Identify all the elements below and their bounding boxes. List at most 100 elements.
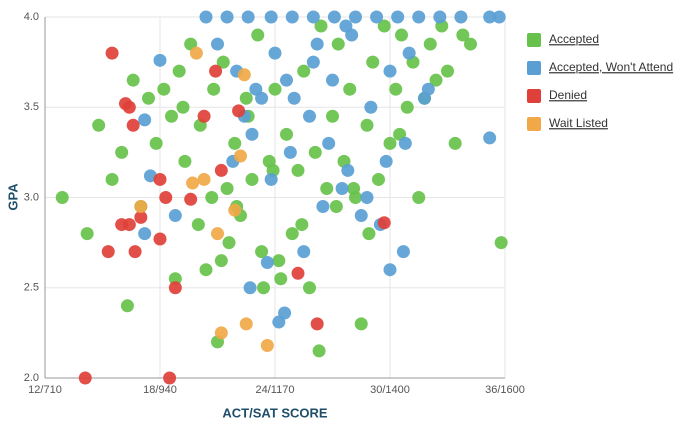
- legend-label[interactable]: Accepted: [549, 32, 599, 46]
- data-point: [222, 236, 236, 250]
- data-point: [232, 104, 246, 118]
- data-point: [199, 10, 213, 24]
- data-point: [197, 172, 211, 186]
- data-point: [327, 10, 341, 24]
- data-point: [433, 10, 447, 24]
- data-point: [239, 317, 253, 331]
- data-point: [280, 127, 293, 141]
- data-point: [454, 10, 468, 24]
- data-point: [216, 55, 230, 69]
- data-point: [165, 109, 178, 123]
- data-point: [303, 109, 316, 123]
- data-point: [308, 145, 322, 159]
- data-point: [138, 227, 152, 241]
- data-point: [115, 145, 129, 159]
- data-point: [268, 82, 282, 96]
- data-point: [105, 172, 119, 186]
- data-point: [220, 10, 234, 24]
- data-point: [186, 176, 200, 190]
- data-point: [441, 64, 454, 78]
- data-point: [234, 149, 247, 163]
- y-tick-label: 3.0: [24, 191, 39, 203]
- data-point: [257, 281, 270, 295]
- data-point: [245, 127, 259, 141]
- legend-swatch[interactable]: [527, 89, 541, 103]
- data-point: [314, 19, 328, 33]
- data-point: [92, 118, 106, 132]
- data-point: [126, 73, 140, 87]
- data-point: [429, 73, 443, 87]
- data-point: [128, 245, 142, 259]
- data-point: [264, 10, 278, 24]
- data-point: [134, 210, 148, 224]
- data-point: [326, 73, 339, 87]
- data-point: [329, 200, 343, 214]
- data-point: [272, 254, 286, 268]
- data-point: [134, 200, 148, 214]
- data-point: [377, 216, 391, 230]
- data-point: [383, 64, 397, 78]
- data-point: [362, 227, 376, 241]
- data-point: [372, 172, 385, 186]
- data-point: [280, 73, 293, 87]
- data-point: [291, 163, 305, 177]
- data-point: [122, 100, 136, 114]
- data-point: [274, 272, 288, 286]
- data-point: [122, 218, 136, 232]
- data-point: [153, 172, 167, 186]
- y-tick-label: 2.0: [24, 372, 39, 384]
- data-point: [197, 109, 211, 123]
- data-point: [306, 55, 320, 69]
- legend-swatch[interactable]: [527, 61, 541, 75]
- data-point: [354, 209, 368, 223]
- data-point: [268, 46, 282, 60]
- data-point: [483, 131, 497, 145]
- data-point: [211, 227, 224, 241]
- data-point: [306, 10, 320, 24]
- data-point: [184, 192, 198, 206]
- data-point: [260, 255, 274, 269]
- data-point: [312, 344, 326, 358]
- data-point: [237, 68, 251, 82]
- data-point: [239, 91, 253, 105]
- data-point: [326, 109, 339, 123]
- legend-swatch[interactable]: [527, 117, 541, 131]
- x-tick-label: 18/940: [143, 384, 177, 396]
- data-point: [205, 191, 219, 204]
- data-point: [331, 37, 345, 51]
- data-point: [209, 64, 223, 78]
- data-point: [283, 145, 297, 159]
- legend-label[interactable]: Denied: [549, 88, 587, 102]
- x-axis-title: ACT/SAT SCORE: [222, 405, 328, 420]
- data-point: [153, 232, 167, 246]
- data-point: [343, 82, 357, 96]
- data-point: [402, 46, 416, 60]
- data-point: [168, 209, 182, 223]
- data-point: [412, 191, 426, 204]
- legend-swatch[interactable]: [527, 33, 541, 47]
- data-point: [278, 306, 292, 320]
- data-point: [492, 10, 506, 24]
- data-point: [360, 118, 374, 132]
- legend-label[interactable]: Wait Listed: [549, 116, 608, 130]
- data-point: [423, 37, 437, 51]
- data-point: [214, 254, 228, 268]
- data-point: [126, 118, 140, 132]
- x-tick-label: 24/1170: [256, 384, 295, 396]
- data-point: [285, 10, 299, 24]
- data-point: [228, 203, 242, 217]
- data-point: [297, 245, 311, 259]
- data-point: [366, 55, 380, 69]
- data-point: [464, 37, 477, 51]
- data-point: [78, 371, 92, 385]
- data-point: [383, 263, 397, 277]
- data-point: [391, 10, 405, 24]
- data-point: [370, 10, 384, 24]
- data-point: [310, 317, 324, 331]
- data-point: [335, 181, 349, 195]
- legend-label[interactable]: Accepted, Won't Attend: [549, 60, 673, 74]
- data-point: [287, 91, 301, 105]
- data-point: [176, 100, 190, 114]
- data-point: [55, 191, 69, 204]
